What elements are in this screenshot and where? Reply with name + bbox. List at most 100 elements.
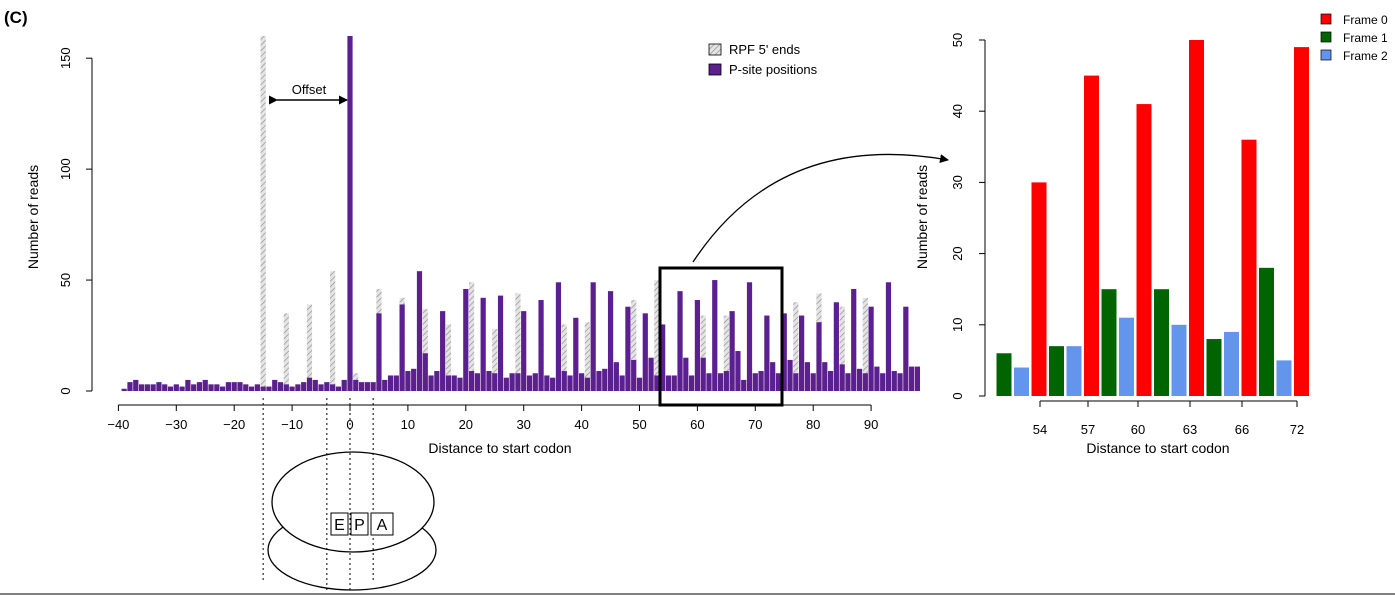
p-site-bar [243, 384, 249, 391]
frame-bar [1154, 289, 1169, 396]
left-y-tick-label: 100 [58, 158, 73, 180]
p-site-bar [700, 357, 706, 391]
left-x-tick-label: 70 [748, 417, 762, 432]
offset-label: Offset [292, 82, 327, 97]
site-p-label: P [354, 517, 365, 534]
p-site-bars [121, 36, 921, 392]
frame-bar [1119, 317, 1134, 396]
p-site-bar [509, 373, 515, 391]
p-site-bar [810, 373, 816, 391]
left-chart: −40 −30 −20 −10 0 10 20 30 40 50 60 70 80 90 0 50 100 15… [25, 36, 949, 592]
p-site-bar [162, 384, 168, 391]
left-x-tick-label: 90 [864, 417, 878, 432]
p-site-bar [364, 382, 370, 392]
rpf-bar [330, 271, 336, 391]
p-site-bar [167, 386, 174, 391]
left-x-tick-label: 30 [516, 417, 530, 432]
frame-bar [1066, 346, 1082, 396]
p-site-bar [619, 375, 625, 391]
right-y-tick-label: 30 [950, 175, 965, 189]
p-site-bar [648, 357, 654, 391]
site-p: P [350, 512, 369, 536]
p-site-bar [752, 373, 758, 391]
p-site-bar [295, 384, 301, 391]
p-site-bar [816, 322, 822, 391]
p-site-bar [301, 382, 307, 392]
p-site-bar [683, 357, 689, 391]
rpf-bar [584, 322, 590, 391]
right-y-tick-label: 10 [950, 318, 965, 332]
p-site-bar [590, 282, 596, 391]
p-site-bar [671, 375, 677, 391]
left-x-tick-label: 60 [690, 417, 704, 432]
right-y-tick-label: 50 [950, 33, 965, 47]
p-site-bar [179, 386, 185, 391]
p-site-bar [909, 366, 915, 391]
rpf-bar [515, 293, 521, 392]
p-site-bar [596, 371, 602, 391]
p-site-bar [602, 368, 608, 391]
frame-bar [1049, 346, 1064, 396]
p-site-bar [428, 375, 434, 391]
right-y-tick-label: 40 [950, 104, 965, 118]
frame-bar [1171, 324, 1187, 396]
p-site-bar [550, 377, 556, 391]
zoom-arrow [692, 153, 949, 263]
p-site-bar [358, 382, 365, 392]
left-legend: RPF 5' ends P-site positions [708, 42, 818, 77]
p-site-bar [833, 302, 839, 391]
p-site-bar [266, 386, 272, 391]
p-site-bar [613, 362, 619, 391]
site-e: E [330, 512, 349, 536]
p-site-bar [220, 386, 226, 391]
legend-swatch-frame-2 [1320, 49, 1332, 61]
frame-bar [1101, 289, 1117, 396]
p-site-bar [480, 297, 486, 391]
rpf-bar [306, 304, 313, 391]
p-site-bar [451, 375, 457, 391]
right-x-axis: 54 57 60 63 66 72 [1033, 400, 1304, 437]
frame-bar [1031, 182, 1047, 396]
p-site-bar [422, 353, 428, 391]
legend-label-frame-1: Frame 1 [1343, 31, 1388, 45]
p-site-bar [150, 384, 156, 391]
p-site-bar [891, 371, 897, 391]
rpf-bar [700, 315, 706, 391]
rpf-bar [793, 302, 799, 391]
p-site-bar [121, 388, 127, 391]
p-site-bar [231, 382, 237, 392]
site-p-box [350, 512, 369, 536]
p-site-bar [712, 280, 718, 391]
p-site-bar [324, 382, 330, 392]
p-site-bar [897, 373, 903, 391]
p-site-bar [856, 368, 863, 391]
p-site-bar [538, 300, 544, 391]
right-chart: 54 57 60 63 66 72 0 10 20 30 40 50 Distance to sta… [914, 13, 1388, 456]
p-site-bar [492, 373, 498, 391]
p-site-bar [793, 373, 799, 391]
p-site-bar [156, 382, 162, 392]
left-y-tick-label: 50 [58, 273, 73, 287]
p-site-bar [561, 371, 567, 391]
p-site-bar [532, 373, 538, 391]
right-y-axis: 0 10 20 30 40 50 [950, 33, 986, 400]
p-site-bar [579, 373, 585, 391]
p-site-bar [393, 375, 399, 391]
legend-swatch-psite [708, 63, 722, 76]
right-legend: Frame 0 Frame 1 Frame 2 [1320, 13, 1388, 63]
p-site-bar [526, 375, 533, 391]
left-y-axis-label: Number of reads [25, 165, 41, 269]
legend-label-psite: P-site positions [729, 62, 818, 77]
p-site-bar [289, 386, 295, 391]
legend-swatch-frame-0 [1320, 13, 1332, 25]
p-site-bar [503, 377, 509, 391]
p-site-bar [370, 382, 376, 392]
p-site-bar [804, 362, 811, 391]
frame-bar [1224, 331, 1239, 396]
p-site-bar [399, 304, 405, 391]
left-x-tick-label: −30 [165, 417, 187, 432]
p-site-bar [353, 379, 359, 391]
right-x-tick-label: 66 [1235, 422, 1249, 437]
p-site-bar [237, 382, 243, 392]
frame-bar [1276, 360, 1292, 396]
